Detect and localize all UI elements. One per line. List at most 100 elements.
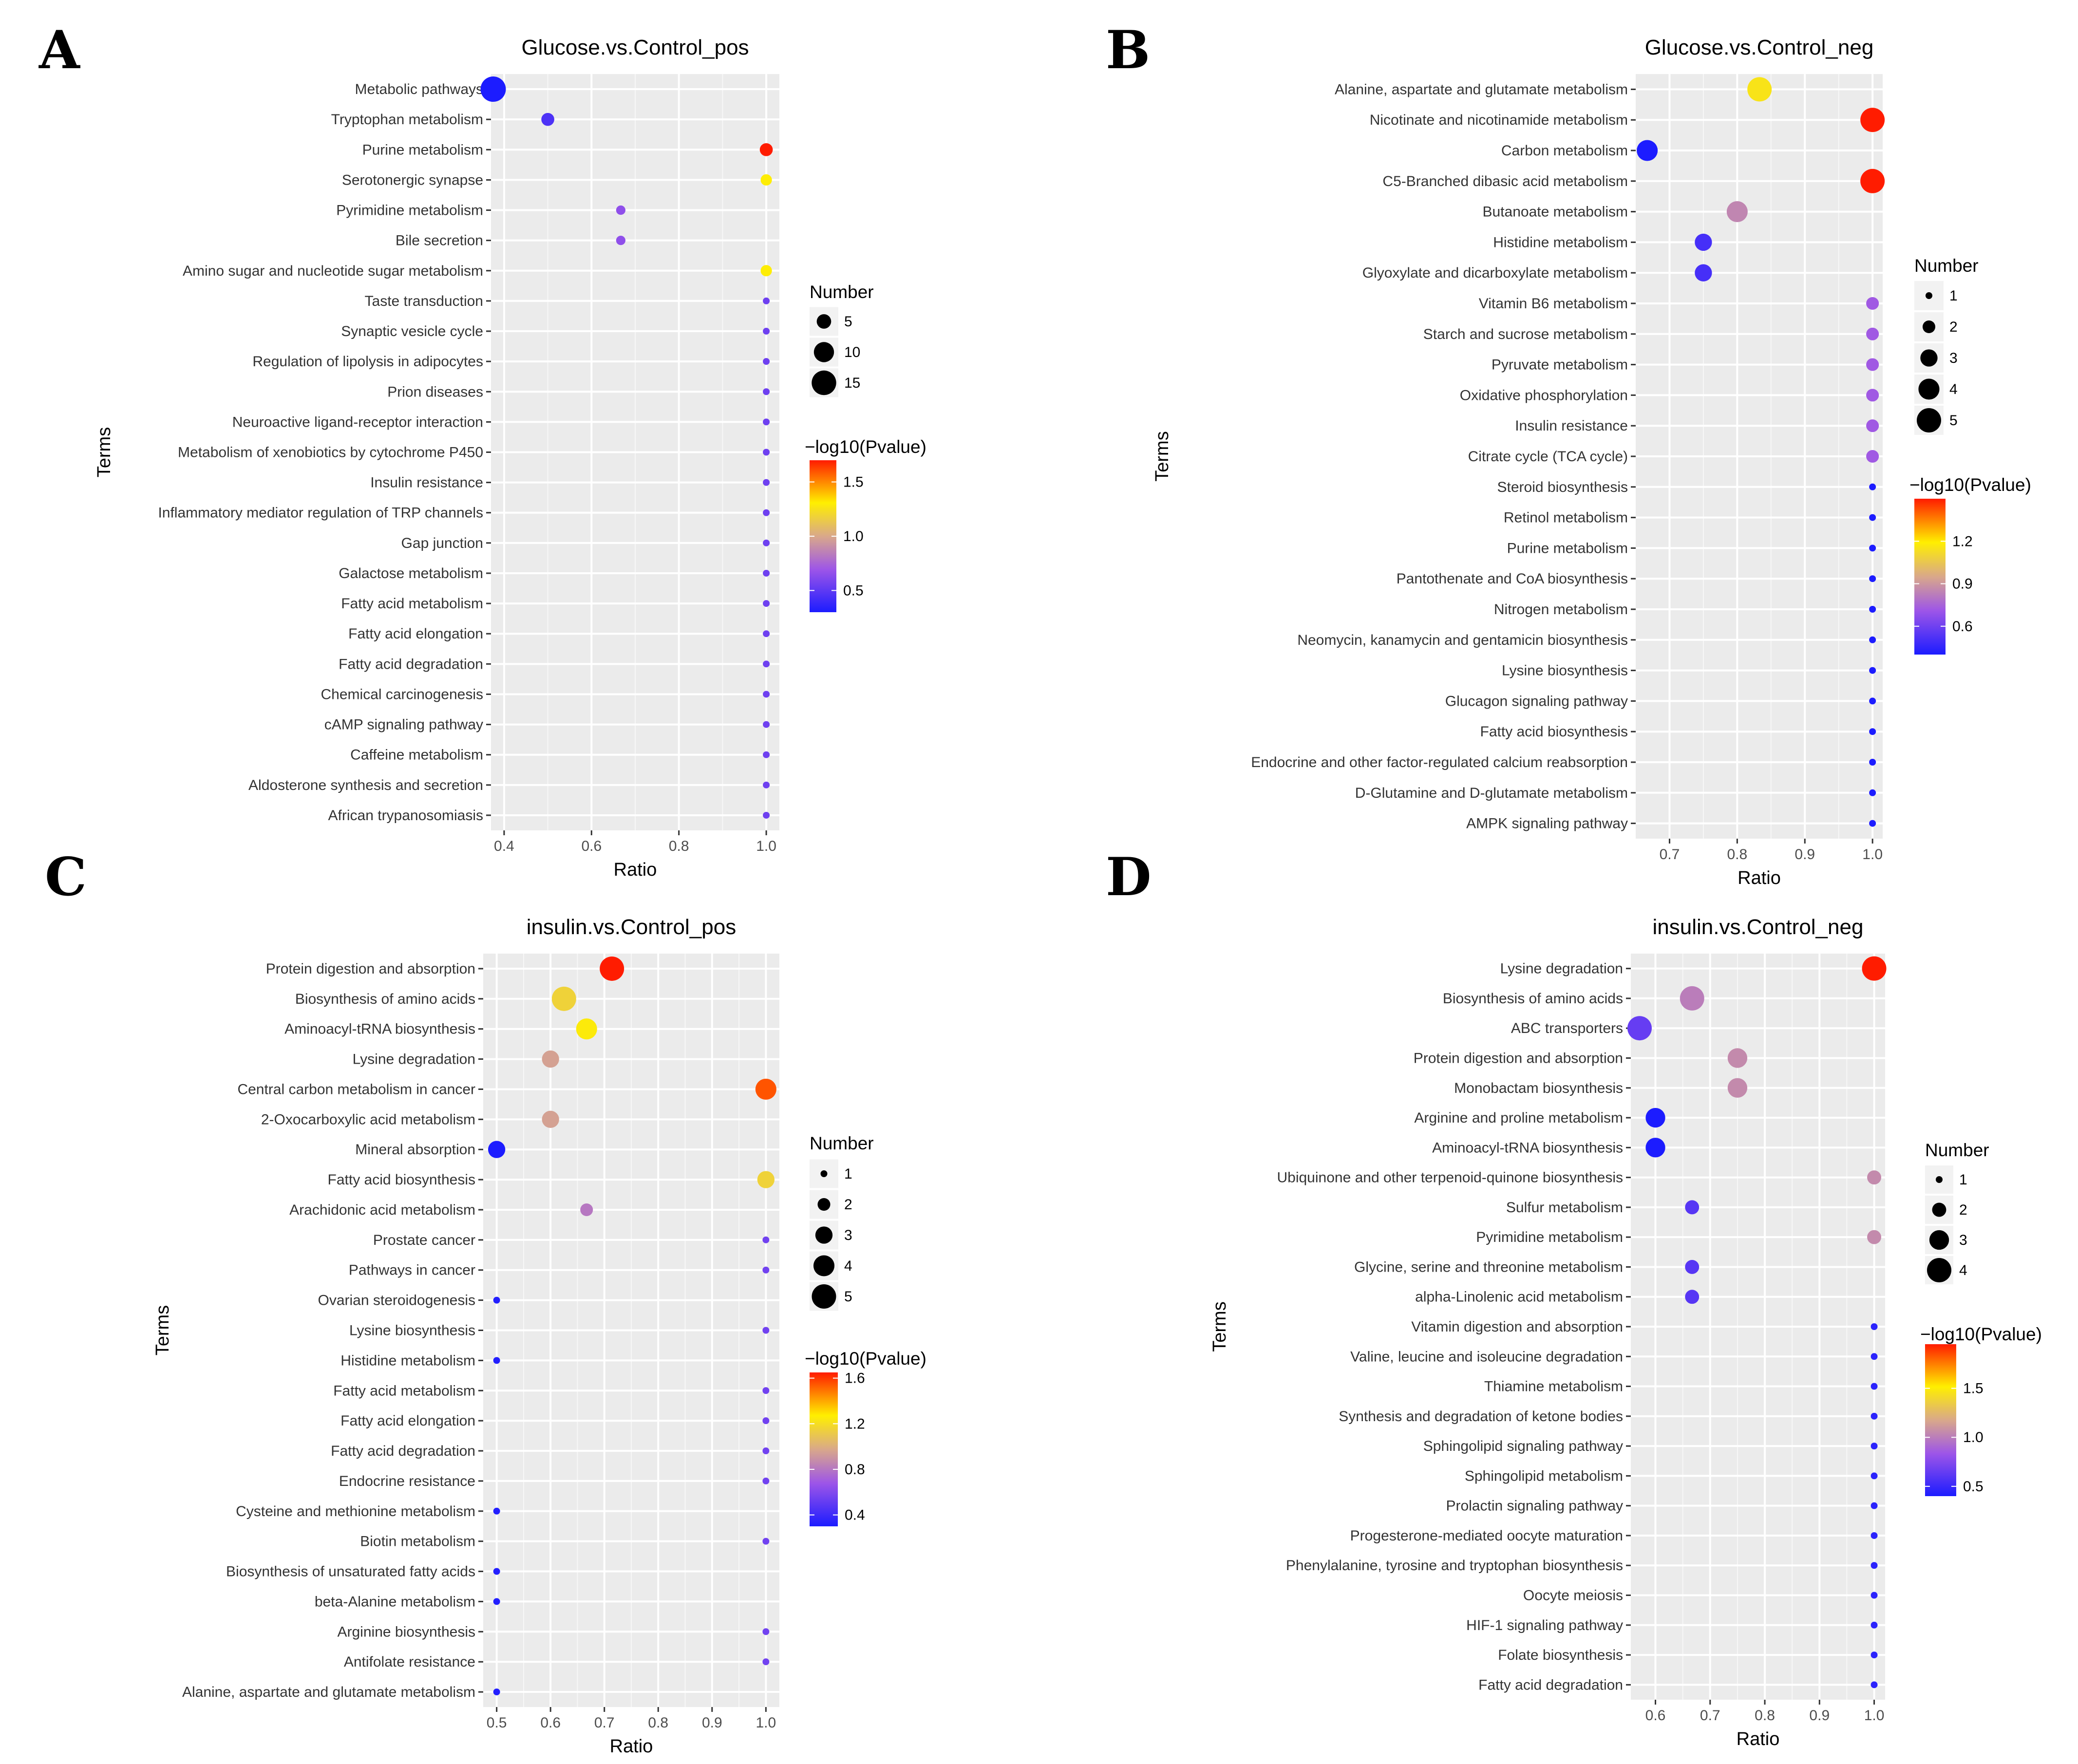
term-label: Glycine, serine and threonine metabolism — [1354, 1259, 1623, 1275]
size-legend-label: 4 — [1959, 1262, 1967, 1278]
term-label: Cysteine and methionine metabolism — [236, 1503, 475, 1520]
data-point — [763, 418, 770, 426]
chart-title: insulin.vs.Control_neg — [1653, 915, 1864, 939]
data-point — [1727, 1078, 1748, 1098]
term-label: Oocyte meiosis — [1523, 1588, 1623, 1604]
size-legend-label: 1 — [1949, 288, 1958, 304]
term-label: Synthesis and degradation of ketone bodi… — [1339, 1408, 1623, 1425]
data-point — [1870, 1621, 1878, 1629]
x-tick-label: 0.8 — [648, 1715, 668, 1731]
data-point — [1870, 1443, 1878, 1450]
points — [488, 956, 776, 1696]
term-label: Purine metabolism — [362, 142, 483, 158]
colorbar-label: 1.0 — [1963, 1429, 1984, 1445]
term-label: Alanine, aspartate and glutamate metabol… — [182, 1684, 475, 1700]
term-label: Gap junction — [401, 535, 483, 551]
term-label: Amino sugar and nucleotide sugar metabol… — [183, 263, 483, 279]
colorbar-label: 0.9 — [1952, 576, 1973, 592]
size-legend-dot — [1926, 292, 1932, 299]
term-label: Vitamin digestion and absorption — [1411, 1319, 1623, 1335]
term-label: Antifolate resistance — [344, 1654, 475, 1670]
x-tick-label: 1.0 — [1864, 1708, 1885, 1724]
size-legend-dot — [1920, 349, 1938, 367]
x-tick-label: 1.0 — [756, 1715, 776, 1731]
data-point — [1727, 1048, 1748, 1068]
data-point — [763, 509, 770, 516]
data-point — [762, 1327, 770, 1334]
size-legend-dot — [1927, 1258, 1951, 1282]
data-point — [1870, 1502, 1878, 1509]
x-tick-label: 0.7 — [594, 1715, 615, 1731]
term-label: Lysine degradation — [353, 1051, 475, 1068]
size-legend-label: 5 — [844, 1289, 852, 1305]
term-label: Alanine, aspartate and glutamate metabol… — [1335, 81, 1628, 97]
term-label: Inflammatory mediator regulation of TRP … — [158, 505, 483, 521]
data-point — [763, 691, 770, 698]
panel-letter: A — [38, 19, 81, 81]
term-label: Aminoacyl-tRNA biosynthesis — [1432, 1140, 1623, 1156]
data-point — [1726, 201, 1748, 223]
data-point — [762, 1628, 770, 1635]
data-point — [1866, 297, 1879, 310]
data-point — [1870, 1323, 1878, 1330]
size-legend-title: Number — [1914, 256, 1979, 276]
term-label: Taste transduction — [365, 293, 483, 309]
gridlines — [1631, 954, 1885, 1700]
term-label: Pyrimidine metabolism — [1476, 1229, 1623, 1245]
data-point — [1870, 1412, 1878, 1420]
data-point — [763, 539, 770, 546]
data-point — [493, 1598, 500, 1605]
data-point — [763, 388, 770, 395]
term-label: Fatty acid metabolism — [341, 596, 483, 612]
colorbar-label: 1.2 — [845, 1416, 865, 1432]
data-point — [762, 1236, 770, 1243]
term-label: Insulin resistance — [1515, 418, 1628, 434]
data-point — [1867, 1170, 1882, 1185]
chart-title: Glucose.vs.Control_neg — [1645, 36, 1874, 59]
term-label: Citrate cycle (TCA cycle) — [1468, 449, 1628, 465]
data-point — [763, 297, 770, 304]
term-label: Prolactin signaling pathway — [1446, 1498, 1623, 1514]
color-legend-title: −log10(Pvalue) — [805, 1349, 926, 1369]
term-label: Tryptophan metabolism — [331, 112, 483, 128]
term-label: 2-Oxocarboxylic acid metabolism — [261, 1111, 475, 1127]
panel-letter: C — [45, 846, 87, 908]
data-point — [763, 479, 770, 486]
data-point — [1870, 1681, 1878, 1689]
size-legend-dot — [1918, 378, 1940, 400]
data-point — [1869, 820, 1876, 827]
term-label: Serotonergic synapse — [342, 172, 483, 188]
data-point — [1866, 389, 1879, 402]
data-point — [480, 76, 506, 102]
points — [1627, 956, 1887, 1689]
term-label: HIF-1 signaling pathway — [1466, 1617, 1623, 1633]
size-legend-dot — [1917, 408, 1941, 432]
data-point — [763, 328, 770, 335]
size-legend-label: 5 — [844, 314, 852, 330]
term-label: Lysine biosynthesis — [1502, 663, 1628, 679]
term-label: Aminoacyl-tRNA biosynthesis — [284, 1021, 475, 1037]
term-label: Nicotinate and nicotinamide metabolism — [1370, 112, 1628, 128]
data-point — [1870, 1532, 1878, 1539]
colorbar-label: 1.5 — [1963, 1381, 1984, 1397]
x-axis-title: Ratio — [1737, 1729, 1780, 1749]
size-legend-label: 2 — [1949, 319, 1958, 335]
term-label: Lysine degradation — [1500, 961, 1623, 977]
data-point — [760, 174, 772, 186]
data-point — [1747, 77, 1772, 102]
term-label: Aldosterone synthesis and secretion — [248, 777, 483, 793]
term-label: Lysine biosynthesis — [349, 1323, 475, 1339]
y-axis-title: Terms — [152, 1305, 173, 1355]
x-tick-label: 1.0 — [1862, 846, 1883, 863]
term-label: Galactose metabolism — [339, 565, 483, 582]
term-label: Biosynthesis of unsaturated fatty acids — [226, 1564, 475, 1580]
colorbar-label: 0.5 — [1963, 1479, 1984, 1495]
term-label: Fatty acid degradation — [339, 656, 483, 672]
colorbar-label: 1.0 — [843, 528, 864, 544]
data-point — [1866, 358, 1879, 371]
color-legend-title: −log10(Pvalue) — [1920, 1324, 2042, 1344]
term-label: Arginine biosynthesis — [338, 1624, 476, 1640]
term-label: Pantothenate and CoA biosynthesis — [1397, 571, 1628, 587]
